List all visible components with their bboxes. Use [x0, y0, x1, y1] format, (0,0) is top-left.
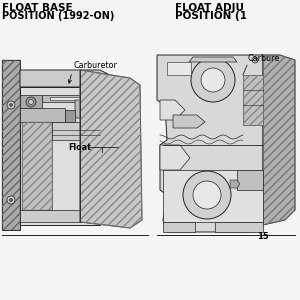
Circle shape [201, 68, 225, 92]
Text: Float: Float [68, 142, 91, 152]
Polygon shape [20, 95, 42, 108]
Polygon shape [65, 110, 75, 122]
Text: FLOAT ADJU: FLOAT ADJU [175, 3, 244, 13]
Circle shape [183, 171, 231, 219]
Polygon shape [215, 222, 263, 232]
Polygon shape [75, 100, 100, 118]
Polygon shape [167, 62, 191, 75]
Polygon shape [157, 55, 263, 232]
Circle shape [26, 97, 36, 107]
Polygon shape [20, 108, 65, 122]
Circle shape [28, 100, 34, 104]
Polygon shape [160, 145, 190, 170]
Polygon shape [163, 222, 195, 232]
Text: 15: 15 [257, 232, 269, 241]
Polygon shape [230, 180, 240, 188]
Text: Carburetor: Carburetor [74, 61, 118, 70]
Polygon shape [237, 170, 263, 190]
Circle shape [193, 181, 221, 209]
Circle shape [10, 199, 13, 202]
Polygon shape [50, 97, 90, 100]
Text: POSITION (1992-ON): POSITION (1992-ON) [2, 11, 114, 21]
Text: POSITION (1: POSITION (1 [175, 11, 247, 21]
Polygon shape [20, 210, 100, 222]
Circle shape [10, 103, 13, 106]
Polygon shape [263, 55, 295, 225]
Polygon shape [160, 100, 185, 120]
Circle shape [95, 76, 98, 80]
Circle shape [94, 74, 100, 82]
Circle shape [7, 101, 15, 109]
Polygon shape [20, 87, 100, 225]
Polygon shape [2, 60, 20, 230]
Text: FLOAT BASE: FLOAT BASE [2, 3, 73, 13]
Polygon shape [173, 115, 205, 128]
Text: Carbure: Carbure [247, 54, 279, 63]
Polygon shape [42, 95, 95, 102]
Circle shape [7, 196, 15, 204]
Polygon shape [20, 70, 108, 87]
Polygon shape [243, 75, 263, 125]
Polygon shape [22, 122, 52, 210]
Polygon shape [52, 122, 100, 140]
Polygon shape [163, 170, 263, 222]
Polygon shape [189, 57, 237, 62]
Polygon shape [80, 70, 142, 228]
Circle shape [191, 58, 235, 102]
Circle shape [252, 57, 258, 63]
